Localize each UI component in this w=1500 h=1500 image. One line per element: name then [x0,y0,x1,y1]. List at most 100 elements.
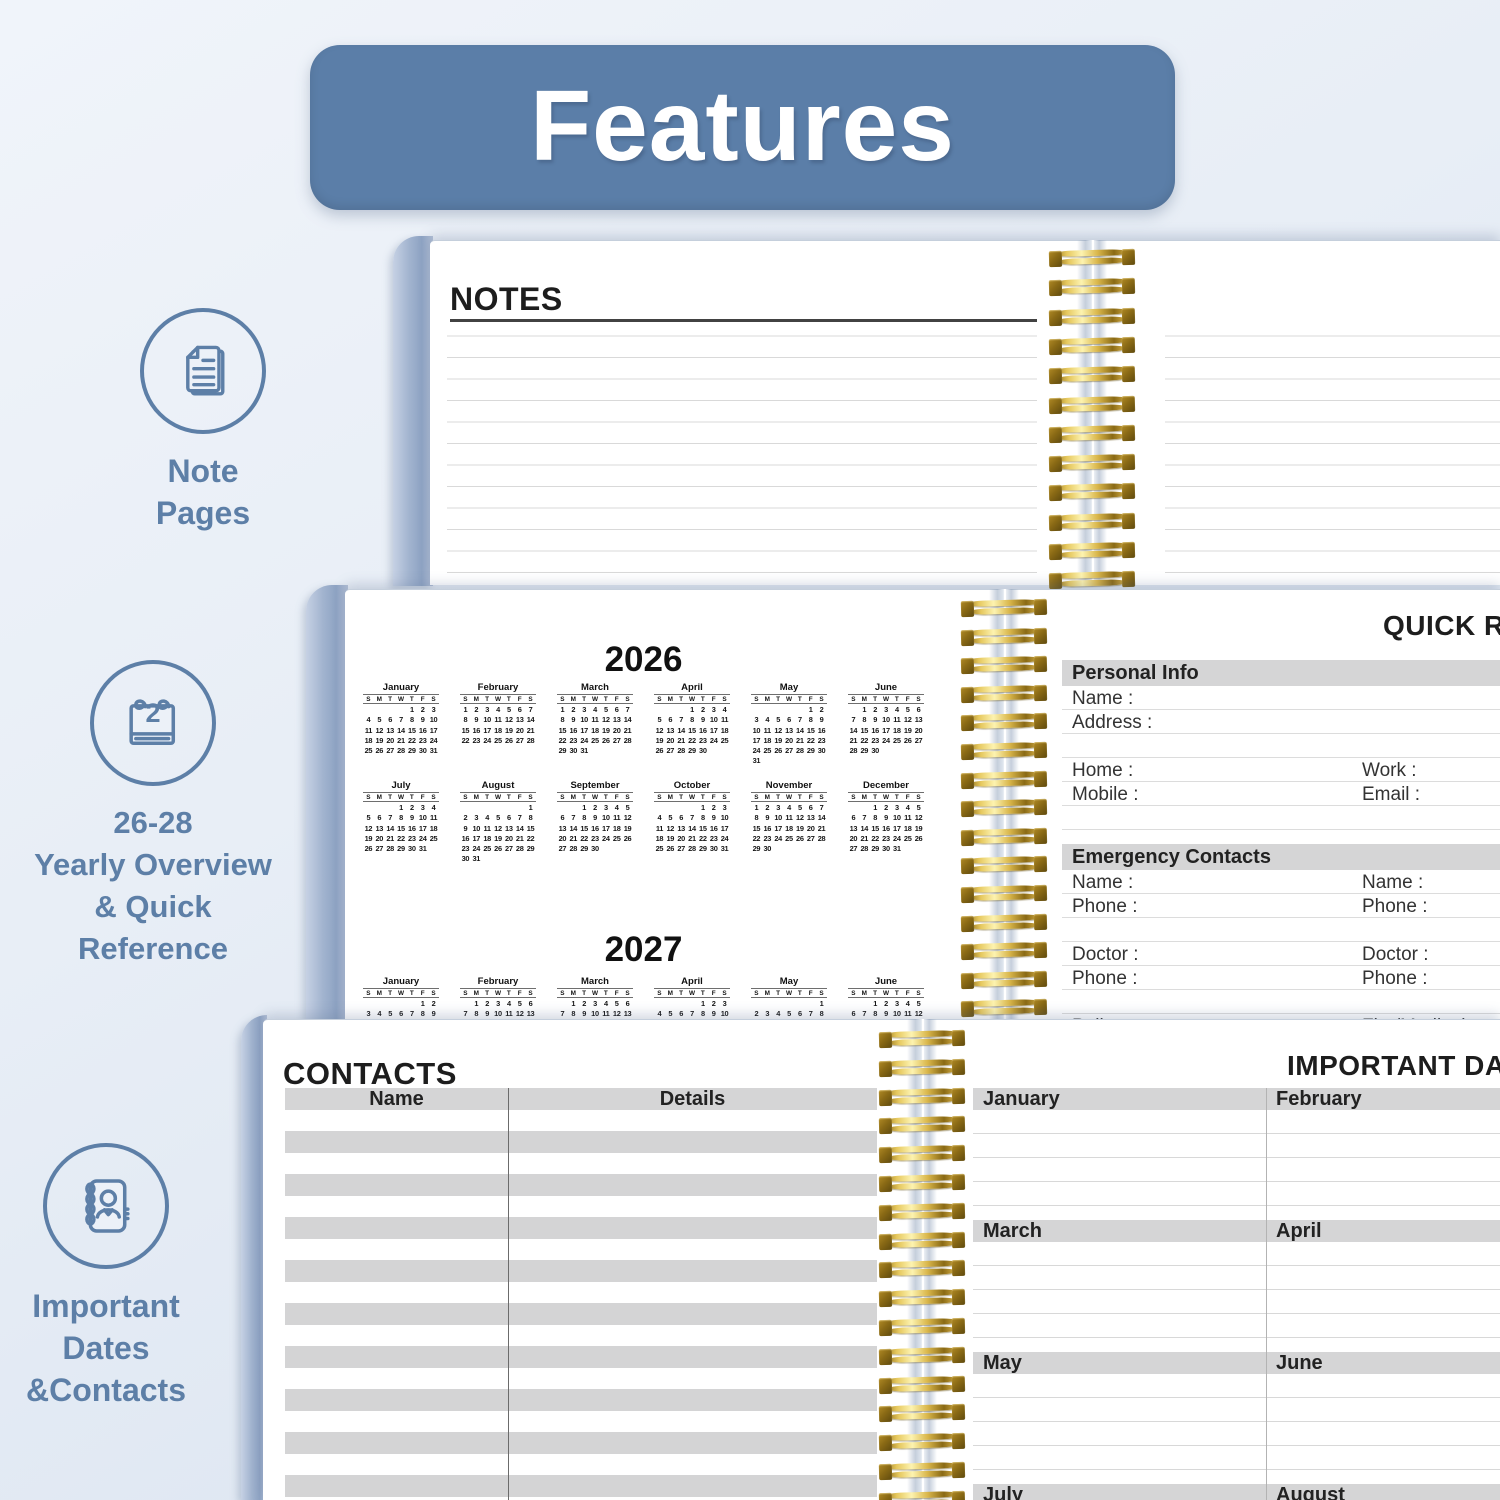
notes-title: NOTES [450,281,563,317]
notebook-cover-edge [393,236,433,586]
features-banner: Features [310,45,1175,210]
section-header: Personal Info [1072,662,1199,684]
important-dates-section: March April [973,1220,1500,1352]
notes-spread: NOTES [430,240,1500,585]
quick-reference-row: Police :Fire/Medical : [1062,1014,1500,1020]
spiral-loop [960,770,1048,789]
quick-reference-row [1062,806,1500,830]
column-header-name: Name [369,1088,424,1110]
spiral-loop [878,1087,966,1106]
calendar-row: July S M T W T F S 1 2 3 4 5 6 7 8 9 10 11 12 13 14 15 16 17 18 19… [363,780,924,865]
spiral-loop [878,1490,966,1500]
spiral-loop [1048,424,1136,444]
spiral-binding [878,1019,966,1500]
notebook-cover-edge [241,1015,267,1500]
feature-circle [43,1143,169,1269]
column-header-details: Details [659,1088,726,1110]
spiral-loop [878,1317,966,1337]
quick-reference-row: Phone : Phone : [1062,966,1500,990]
dates-column-divider [1266,1088,1267,1500]
spiral-loop [960,598,1048,618]
spiral-loop [878,1173,966,1193]
quick-reference-row: Name : [1062,686,1500,710]
spiral-loop [878,1260,966,1279]
important-dates-sections: January February March April May June July Augu… [973,1088,1500,1500]
emergency-contacts-rows: Name : Name : Phone : Phone : Doctor : Doctor… [1062,870,1500,1020]
spiral-loop [1048,512,1136,532]
spiral-loop [960,999,1048,1018]
spiral-loop [878,1461,966,1481]
yearly-calendar-icon [129,699,176,746]
quick-reference-row: Address : [1062,710,1500,734]
spiral-binding [1048,240,1136,590]
section-header-band: Emergency Contacts [1062,844,1500,870]
calendar-badge: 2 [145,698,161,728]
mini-month-calendar: November S M T W T F S 1 2 3 4 5 6 7 8 9 10 11 12 13 14 15 16 17… [751,780,827,854]
mini-month-calendar: FebruarySMTWTFS1234567891011121314151617… [460,976,536,1020]
mini-month-calendar: MarchSMTWTFS1234567891011121314151617181… [557,976,633,1020]
spiral-loop [960,627,1048,646]
calendar-row: JanuarySMTWTFS12345678910111213141516171… [363,976,924,1020]
spiral-loop [1048,278,1136,297]
spiral-loop [878,1231,966,1250]
year-title: 2026 [604,640,683,679]
spiral-loop [1048,307,1136,326]
important-dates-section: May June [973,1352,1500,1484]
mini-month-calendar: MaySMTWTFS123456789101112131415161718192… [751,976,827,1020]
spiral-loop [878,1404,966,1423]
ruled-lines-left [447,315,1037,585]
spiral-loop [878,1145,966,1164]
spiral-loop [960,684,1048,704]
mini-month-calendar: JanuarySMTWTFS12345678910111213141516171… [363,976,439,1020]
spiral-loop [878,1116,966,1135]
feature-label: Important Dates &Contacts [25,1288,186,1408]
contacts-column-divider [508,1088,509,1500]
mini-month-calendar: September S M T W T F S 1 2 3 4 5 6 7 8 9 10 11 12 13 14 15 16 1… [557,780,633,854]
notebook-cover-edge [306,585,348,1020]
spiral-loop [960,970,1048,990]
contacts-table-rows [285,1110,877,1500]
spiral-loop [960,913,1048,932]
important-dates-title: IMPORTANT DATES [1287,1050,1500,1081]
section-header-band: Personal Info [1062,660,1500,686]
spiral-loop [960,741,1048,761]
important-dates-section: January February [973,1088,1500,1220]
mini-month-calendar: July S M T W T F S 1 2 3 4 5 6 7 8 9 10 11 12 13 14 15 16 17 18 19… [363,780,439,854]
spiral-loop [878,1202,966,1222]
mini-month-calendar: December S M T W T F S 1 2 3 4 5 6 7 8 9 10 11 12 13 14 15 16 17… [848,780,924,854]
feature-label: Note Pages [155,453,251,531]
feature-circle [140,308,266,434]
quick-reference-row: Mobile : Email : [1062,782,1500,806]
spiral-loop [878,1029,966,1049]
spiral-loop [1048,541,1136,561]
note-pages-icon [186,345,225,396]
spiral-loop [1048,571,1136,590]
mini-month-calendar: JuneSMTWTFS12345678910111213141516171819… [848,976,924,1020]
contacts-title: CONTACTS [283,1056,457,1091]
spiral-loop [1048,248,1136,268]
spiral-loop [960,656,1048,675]
spiral-loop [960,942,1048,961]
spiral-loop [878,1289,966,1308]
quick-reference-title: QUICK REFERENCE [1383,610,1500,641]
spiral-loop [960,884,1048,904]
feature-yearly-overview: 2 26-28 Yearly Overview & Quick Referenc… [3,660,303,970]
mini-month-calendar: AprilSMTWTFS1234567891011121314151617181… [654,976,730,1020]
spiral-loop [878,1346,966,1366]
quick-reference-row [1062,734,1500,758]
quick-reference-row [1062,918,1500,942]
spiral-binding [960,589,1048,1020]
spiral-loop [960,827,1048,847]
spiral-loop [1048,336,1136,356]
mini-month-calendar: August S M T W T F S 1 2 3 4 5 6 7 8 9 10 11 12 13 14 15 16 17 18… [460,780,536,864]
important-dates-section: July August [973,1484,1500,1500]
quick-reference-row: Name : Name : [1062,870,1500,894]
mini-month-calendar: October S M T W T F S 1 2 3 4 5 6 7 8 9 10 11 12 13 14 15 16 17 1… [654,780,730,854]
yearly-quickref-spread: 2026 January S M T W T F S 1 2 3 4 5 6 7 8 9 10 11 12 13 14 15… [345,589,1500,1020]
